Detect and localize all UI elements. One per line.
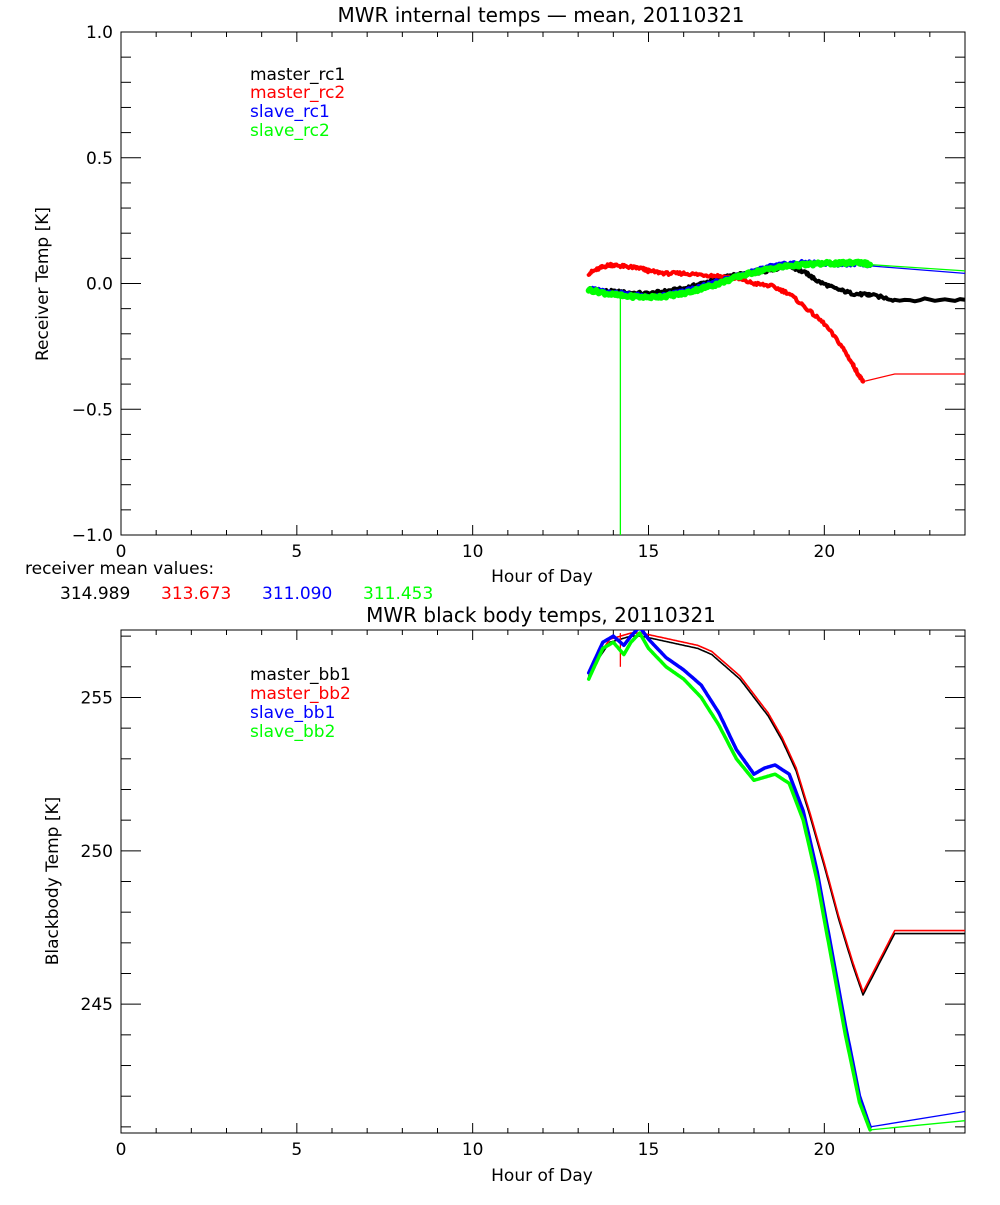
axis-ticks	[120, 630, 966, 1133]
y-tick-label: 250	[81, 842, 113, 862]
legend-entry-slave-bb1: slave_bb1	[250, 703, 335, 723]
receiver-means-label: receiver mean values:	[25, 559, 214, 579]
x-tick-label: 0	[116, 1140, 127, 1160]
legend-entry-slave-rc1: slave_rc1	[250, 102, 330, 122]
series-tail-slave_bb2	[870, 1120, 965, 1131]
plot-frame	[120, 31, 966, 536]
x-tick-label: 20	[814, 542, 836, 562]
y-tick-label: 255	[81, 688, 113, 708]
y-tick-label: −1.0	[72, 526, 113, 546]
legend-entry-slave-bb2: slave_bb2	[250, 722, 335, 742]
axis-tick-labels: 0 5 10 15 20 −1.0 −0.5 0.0 0.5 1.0	[72, 23, 835, 562]
x-tick-label: 20	[814, 1140, 836, 1160]
axis-tick-labels: 0 5 10 15 20 245 250 255	[81, 688, 836, 1160]
series-line-master_rc2	[586, 261, 865, 384]
series-clip	[585, 258, 965, 535]
x-axis-title: Hour of Day	[491, 1166, 593, 1186]
x-tick-label: 5	[291, 542, 302, 562]
series-group	[586, 630, 965, 1132]
y-tick-label: 245	[81, 995, 113, 1015]
receiver-means: receiver mean values: 314.989 313.673 31…	[25, 559, 433, 604]
receiver-mean-master-rc2: 313.673	[161, 584, 231, 604]
series-line-slave_rc2	[585, 258, 874, 302]
y-tick-label: 0.0	[86, 275, 113, 295]
series-group	[585, 258, 965, 535]
legend: master_bb1 master_bb2 slave_bb1 slave_bb…	[250, 665, 351, 742]
legend: master_rc1 master_rc2 slave_rc1 slave_rc…	[250, 65, 345, 141]
x-tick-label: 15	[638, 542, 660, 562]
blackbody-temps-chart: MWR black body temps, 20110321 0 5 10 15 20 2…	[43, 603, 966, 1186]
y-axis-title: Receiver Temp [K]	[33, 207, 53, 361]
series-line-slave_bb2	[586, 631, 872, 1132]
chart-title: MWR black body temps, 20110321	[366, 603, 716, 627]
x-tick-label: 5	[291, 1140, 302, 1160]
chart-title: MWR internal temps — mean, 20110321	[337, 3, 744, 27]
series-clip	[586, 630, 965, 1132]
legend-entry-master-rc1: master_rc1	[250, 65, 345, 85]
series-line-master_bb1	[587, 635, 965, 996]
receiver-mean-slave-rc2: 311.453	[363, 584, 433, 604]
y-tick-label: −0.5	[72, 400, 113, 420]
axis-ticks	[120, 31, 966, 536]
series-tail-slave_rc2	[870, 263, 965, 272]
legend-entry-master-rc2: master_rc2	[250, 83, 345, 103]
plot-frame	[120, 629, 966, 1134]
series-tail-slave_rc1	[870, 265, 965, 275]
y-tick-label: 0.5	[86, 149, 113, 169]
receiver-temps-chart: MWR internal temps — mean, 20110321 0 5 10…	[33, 3, 966, 587]
y-axis-title: Blackbody Temp [K]	[43, 797, 63, 966]
series-tail-master_rc2	[862, 373, 965, 383]
series-tail-slave_bb1	[869, 1110, 965, 1128]
x-tick-label: 0	[116, 542, 127, 562]
x-tick-label: 15	[638, 1140, 660, 1160]
series-line-master_bb2	[587, 632, 965, 993]
x-tick-label: 10	[462, 1140, 484, 1160]
y-tick-label: 1.0	[86, 23, 113, 43]
receiver-mean-master-rc1: 314.989	[60, 584, 130, 604]
legend-entry-master-bb1: master_bb1	[250, 665, 351, 685]
receiver-mean-slave-rc1: 311.090	[262, 584, 332, 604]
x-axis-title: Hour of Day	[491, 567, 593, 587]
legend-entry-slave-rc2: slave_rc2	[250, 121, 330, 141]
x-tick-label: 10	[462, 542, 484, 562]
legend-entry-master-bb2: master_bb2	[250, 684, 351, 704]
